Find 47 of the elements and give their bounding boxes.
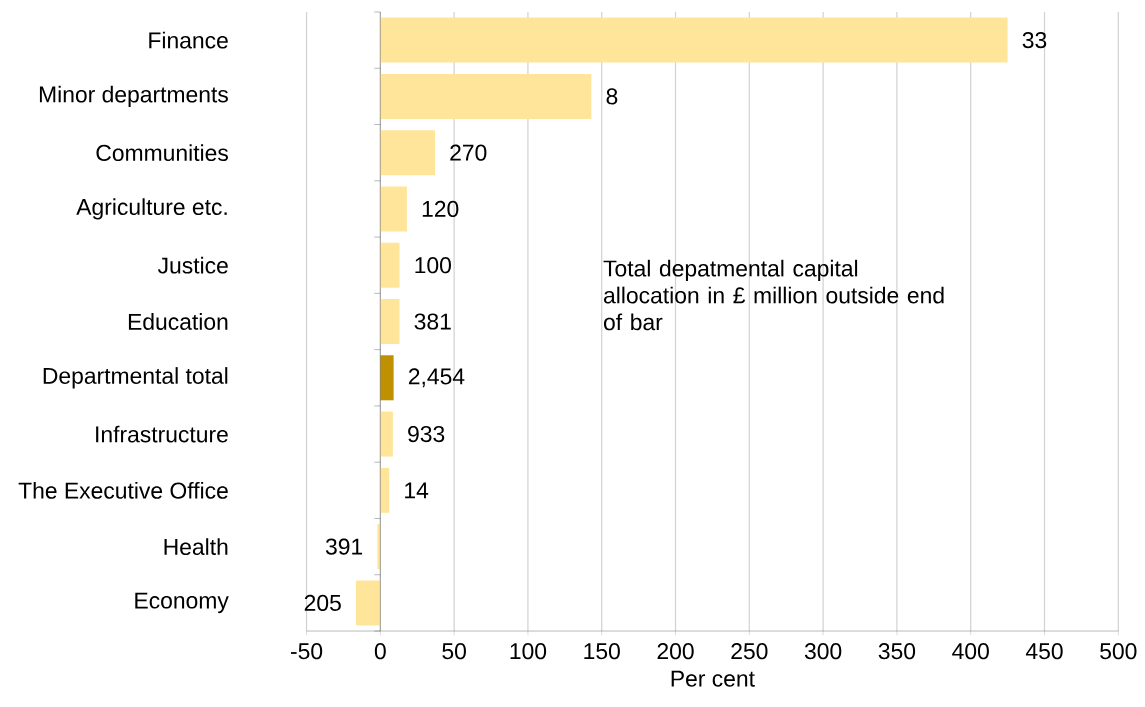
x-tick-label: -50 <box>291 643 323 660</box>
bar <box>380 130 435 176</box>
bar <box>380 411 393 457</box>
annotation: 120 <box>422 200 459 218</box>
x-tick-label: 50 <box>442 643 466 660</box>
y-tick-label: Minor departments <box>39 85 228 108</box>
y-tick-label: The Executive Office <box>18 481 228 499</box>
annotation: 33 <box>1022 32 1047 49</box>
y-tick-label: Economy <box>135 592 229 614</box>
bar <box>380 355 394 401</box>
bar <box>380 467 390 513</box>
x-tick-label: 100 <box>510 643 547 660</box>
bar <box>380 299 400 345</box>
y-tick-label: Departmental total <box>43 367 228 389</box>
y-tick-label: Education <box>128 313 228 330</box>
y-tick-label: Finance <box>149 31 228 49</box>
x-tick-label: 450 <box>1025 643 1063 660</box>
x-tick-label: 0 <box>374 643 386 660</box>
bar <box>380 186 407 232</box>
annotation: 14 <box>405 482 429 499</box>
annotation: 270 <box>450 144 487 161</box>
annotation: 205 <box>304 594 341 612</box>
annotation: 8 <box>606 88 618 105</box>
annotation: 933 <box>408 426 445 443</box>
bar <box>380 17 1008 63</box>
bar <box>380 242 400 288</box>
y-tick-label: Infrastructure <box>96 425 228 443</box>
annotation: 100 <box>415 257 451 274</box>
x-tick-label: 300 <box>804 643 842 660</box>
annotation: Total depatmental capital allocation in £ million outside end of bar <box>603 259 944 331</box>
y-tick-label: Justice <box>157 256 228 274</box>
x-axis-title: Per cent <box>671 670 755 687</box>
annotation: 391 <box>325 538 363 555</box>
y-tick-label: Agriculture etc. <box>76 198 227 220</box>
bar <box>380 73 592 119</box>
x-tick-label: 250 <box>731 643 768 660</box>
y-tick-label: Communities <box>96 144 228 162</box>
annotation: 2,454 <box>408 368 465 388</box>
x-tick-label: 350 <box>878 643 916 660</box>
annotation: 381 <box>414 313 451 330</box>
y-tick-label: Health <box>164 538 228 556</box>
x-tick-label: 500 <box>1100 643 1137 660</box>
x-tick-label: 200 <box>657 643 694 660</box>
x-tick-label: 150 <box>584 643 620 660</box>
bar <box>377 524 381 570</box>
bar <box>355 580 381 626</box>
x-tick-label: 400 <box>952 643 989 660</box>
